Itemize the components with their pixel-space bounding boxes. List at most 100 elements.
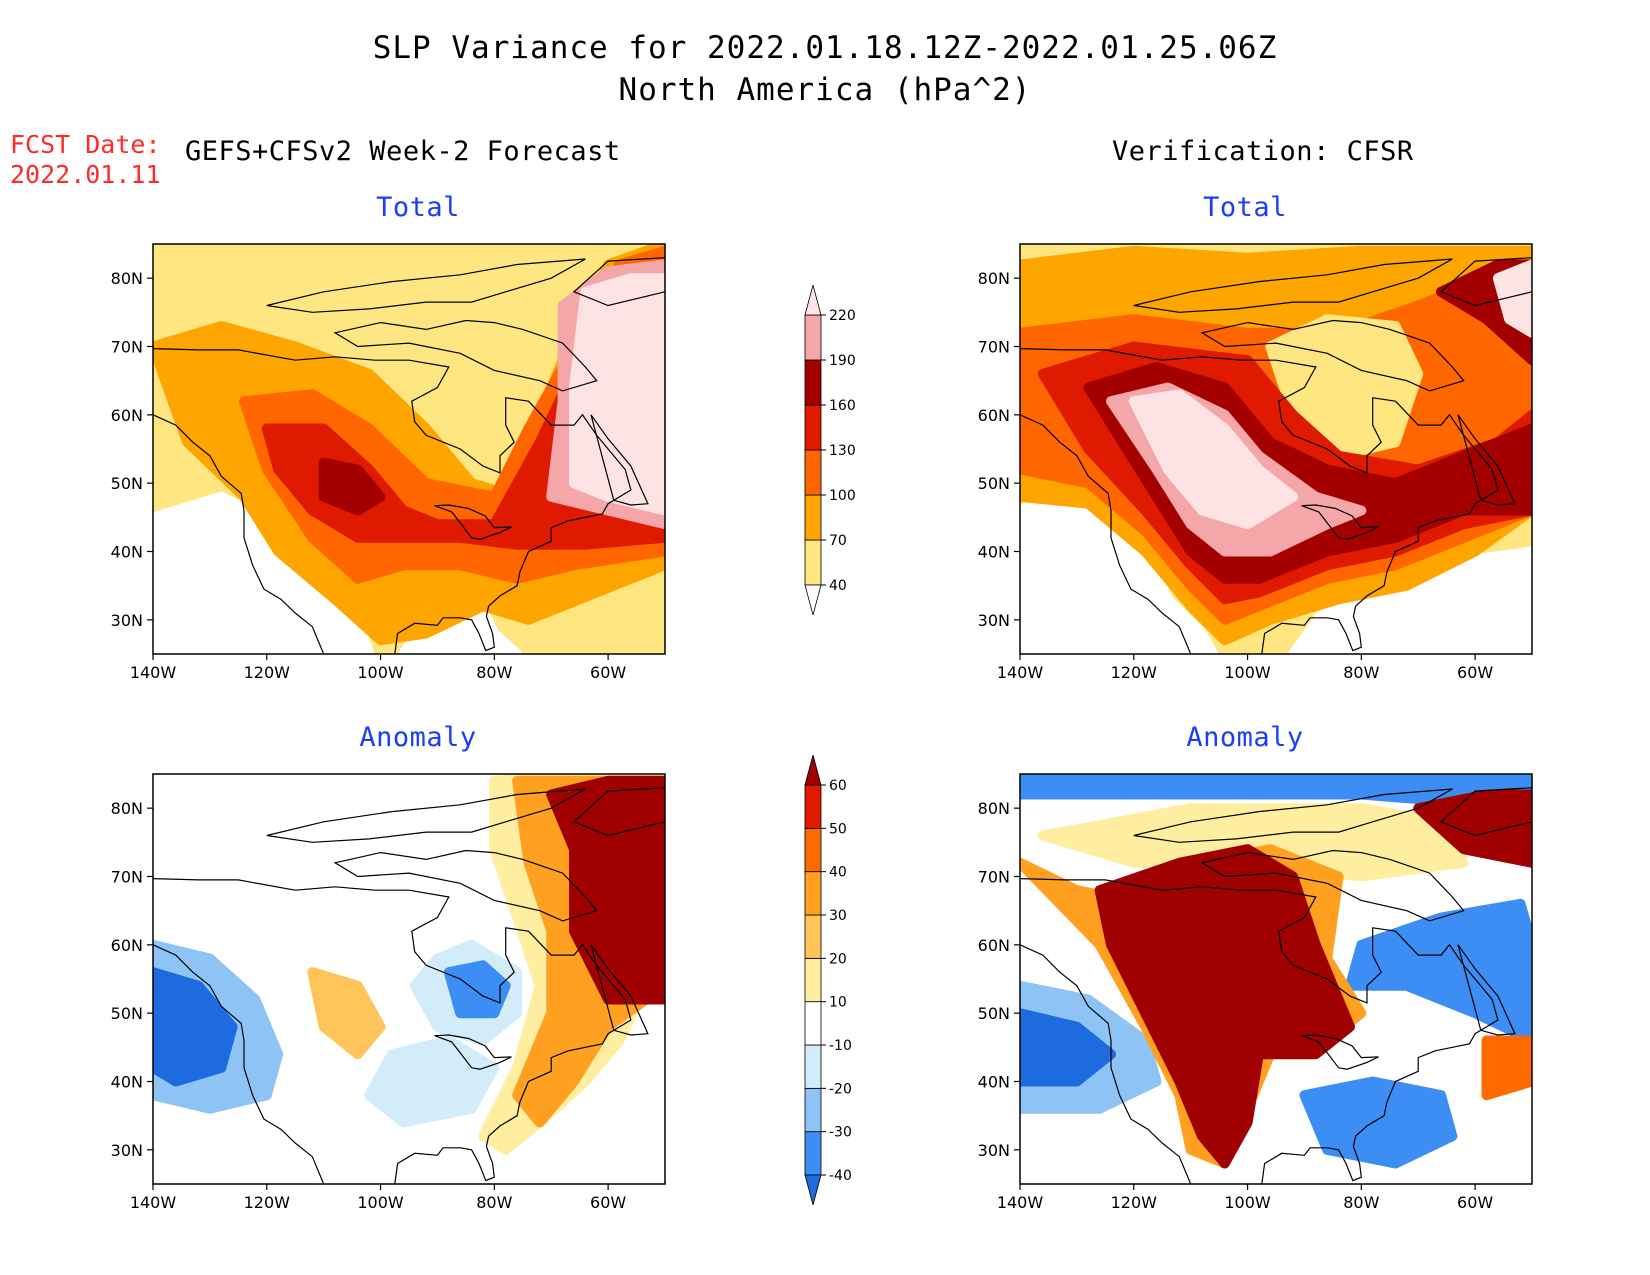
lon-tick-label: 120W — [1111, 1193, 1158, 1212]
lon-tick-label: 140W — [130, 1193, 177, 1212]
total-colorbar: 40 70 100 130 160 190 220 — [804, 285, 856, 615]
coastline — [153, 944, 325, 1184]
lon-tick-label: 120W — [244, 663, 291, 682]
lat-tick-label: 60N — [111, 406, 143, 425]
colorbar-label: 10 — [829, 995, 847, 1011]
lon-tick-label: 60W — [590, 663, 626, 682]
lat-tick-label: 30N — [111, 611, 143, 630]
main-title-line1: SLP Variance for 2022.01.18.12Z-2022.01.… — [372, 30, 1278, 66]
colorbar-label: 20 — [829, 951, 847, 967]
lat-tick-label: 40N — [978, 1073, 1010, 1092]
lat-tick-label: 60N — [978, 406, 1010, 425]
colorbar-segment — [804, 1131, 822, 1176]
lon-tick-label: 80W — [1343, 1193, 1379, 1212]
lat-tick-label: 70N — [978, 868, 1010, 887]
colorbar-bottom-arrow — [804, 1174, 822, 1205]
lat-tick-label: 60N — [111, 936, 143, 955]
anomaly-colorbar: -40 -30 -20 -10 10 20 30 40 50 60 — [804, 755, 852, 1205]
contour-fill — [1299, 1076, 1458, 1169]
contour-fill — [546, 775, 665, 1005]
contour-fill — [1020, 774, 1532, 814]
lon-tick-label: 60W — [1457, 1193, 1493, 1212]
lat-tick-label: 30N — [978, 611, 1010, 630]
island-outline — [1457, 414, 1516, 506]
island-outline — [590, 944, 649, 1036]
colorbar-segment — [804, 314, 822, 361]
forecast-anomaly-map: 30N 40N 50N 60N 70N 80N 140W 120W 100W 80W 60W — [111, 773, 666, 1212]
lat-tick-label: 80N — [111, 269, 143, 288]
verification-total-subtitle: Total — [1203, 192, 1287, 223]
map-frame — [1019, 773, 1533, 1185]
colorbar-label: 190 — [829, 353, 856, 369]
fcst-date: FCST Date: 2022.01.11 — [10, 130, 161, 190]
forecast-total-map: 30N 40N 50N 60N 70N 80N 140W 120W 100W 80W 60W — [111, 243, 666, 682]
island-outline — [1200, 319, 1465, 392]
colorbar-top-arrow — [804, 755, 822, 786]
lat-tick-label: 70N — [978, 338, 1010, 357]
lat-tick-label: 60N — [978, 936, 1010, 955]
island-outline — [590, 414, 649, 506]
colorbar-label: 100 — [829, 488, 856, 504]
lat-tick-label: 30N — [111, 1141, 143, 1160]
map-frame — [152, 243, 666, 655]
colorbar-label: 40 — [829, 578, 847, 594]
contour-fill — [1492, 259, 1532, 338]
lon-tick-label: 60W — [1457, 663, 1493, 682]
island-outline — [572, 787, 665, 837]
colorbar-segment — [804, 1087, 822, 1133]
colorbar-segment — [804, 957, 822, 1003]
lon-tick-label: 80W — [1343, 663, 1379, 682]
island-outline — [1457, 944, 1516, 1036]
colorbar-label: 70 — [829, 533, 847, 549]
lon-tick-label: 100W — [1224, 1193, 1271, 1212]
island-outline — [1439, 257, 1532, 307]
contour-fill — [307, 967, 386, 1060]
colorbar-segment — [804, 449, 822, 496]
colorbar-segment — [804, 784, 822, 829]
contour-fill — [1413, 789, 1532, 868]
colorbar-segment — [804, 539, 822, 586]
lon-tick-label: 120W — [1111, 663, 1158, 682]
coastline — [434, 504, 512, 540]
colorbar-label: 40 — [829, 865, 847, 881]
coastline — [434, 1034, 512, 1070]
contour-fill — [364, 1035, 500, 1128]
lat-tick-label: 50N — [978, 474, 1010, 493]
island-outline — [1439, 787, 1532, 837]
lon-tick-label: 80W — [476, 663, 512, 682]
colorbar-segment — [804, 1001, 822, 1046]
forecast-anomaly-subtitle: Anomaly — [359, 722, 477, 753]
fcst-date-label: FCST Date: — [10, 130, 161, 159]
main-title-line2: North America (hPa^2) — [618, 72, 1032, 108]
contour-fill — [569, 273, 665, 516]
lon-tick-label: 100W — [357, 1193, 404, 1212]
contour-fill — [153, 967, 238, 1087]
colorbar-top-arrow — [804, 285, 822, 316]
colorbar-segment — [804, 914, 822, 959]
contour-fill — [1094, 844, 1355, 1169]
lon-tick-label: 100W — [357, 663, 404, 682]
forecast-total-subtitle: Total — [376, 192, 460, 223]
island-outline — [266, 258, 586, 313]
island-outline — [266, 788, 586, 843]
verification-anomaly-subtitle: Anomaly — [1186, 722, 1304, 753]
coastline — [1020, 944, 1192, 1184]
colorbar-label: 220 — [829, 308, 856, 324]
colorbar-label: 160 — [829, 398, 856, 414]
colorbar-bottom-arrow — [804, 584, 822, 615]
colorbar-segment — [804, 494, 822, 541]
lat-tick-label: 50N — [111, 1004, 143, 1023]
contour-fill — [1128, 389, 1299, 530]
lon-tick-label: 140W — [997, 663, 1044, 682]
contour-fill — [1345, 898, 1532, 1046]
coastline — [1020, 414, 1192, 654]
verification-total-map: 30N 40N 50N 60N 70N 80N 140W 120W 100W 80W 60W — [978, 243, 1533, 682]
lat-tick-label: 80N — [978, 269, 1010, 288]
colorbar-segment — [804, 1044, 822, 1089]
lon-tick-label: 60W — [590, 1193, 626, 1212]
lat-tick-label: 50N — [978, 1004, 1010, 1023]
coastline — [1301, 504, 1379, 540]
lon-tick-label: 80W — [476, 1193, 512, 1212]
colorbar-label: -30 — [829, 1125, 852, 1141]
map-frame — [1019, 243, 1533, 655]
